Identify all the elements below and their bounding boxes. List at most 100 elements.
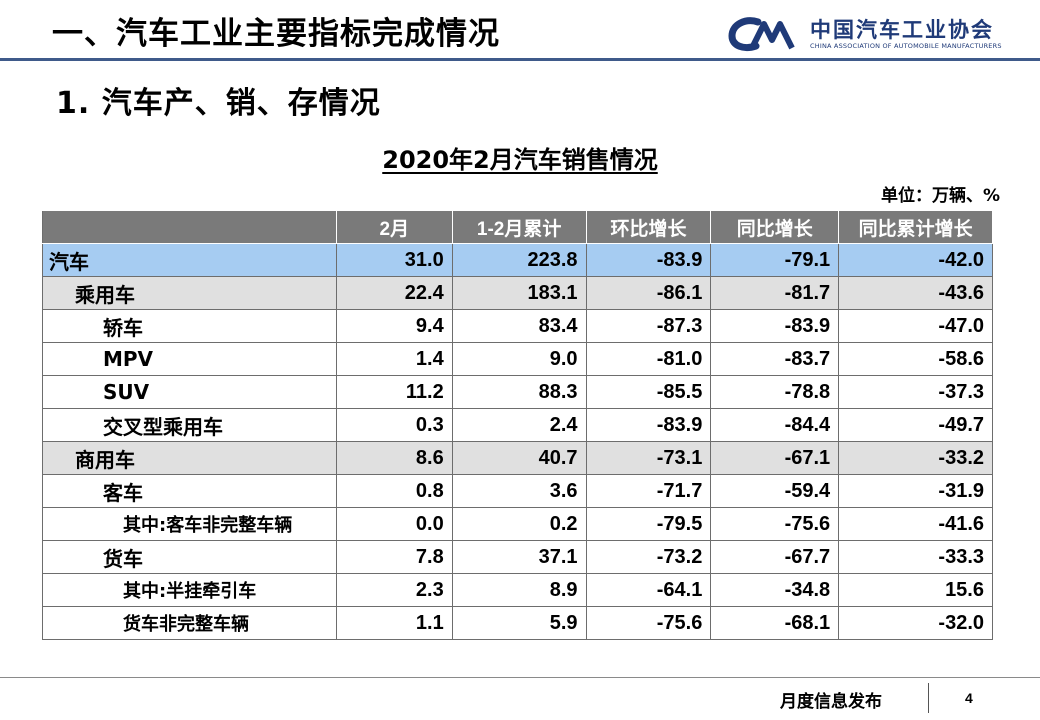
- row-label: SUV: [42, 375, 337, 409]
- row-value: -81.7: [710, 276, 840, 310]
- column-header: 2月: [335, 210, 453, 244]
- row-value: 11.2: [335, 375, 453, 409]
- table-row: 货车 7.8 37.1 -73.2 -67.7 -33.3: [42, 540, 993, 574]
- row-value: -86.1: [585, 276, 712, 310]
- row-value: -41.6: [838, 507, 993, 541]
- column-header: 1-2月累计: [451, 210, 587, 244]
- bottom-divider: [0, 677, 1040, 678]
- row-value: 15.6: [838, 573, 993, 607]
- row-value: -67.7: [710, 540, 840, 574]
- row-value: 8.9: [451, 573, 587, 607]
- row-value: 1.1: [335, 606, 453, 640]
- row-value: -81.0: [585, 342, 712, 376]
- logo-cn-name: 中国汽车工业协会: [810, 18, 994, 42]
- row-label: 其中:半挂牵引车: [42, 573, 337, 607]
- row-value: -83.9: [585, 408, 712, 442]
- table-row: 交叉型乘用车 0.3 2.4 -83.9 -84.4 -49.7: [42, 408, 993, 442]
- row-label: 汽车: [42, 243, 337, 277]
- table-header-row: 2月 1-2月累计 环比增长 同比增长 同比累计增长: [42, 210, 993, 244]
- row-label: 轿车: [42, 309, 337, 343]
- column-header: 环比增长: [585, 210, 712, 244]
- unit-label: 单位：万辆、%: [880, 186, 1000, 206]
- table-body: 汽车 31.0 223.8 -83.9 -79.1 -42.0 乘用车 22.4 183.1 -8…: [42, 243, 993, 640]
- section-title: 一、汽车工业主要指标完成情况: [52, 16, 500, 52]
- row-value: -33.2: [838, 441, 993, 475]
- table-row: 其中:半挂牵引车 2.3 8.9 -64.1 -34.8 15.6: [42, 573, 993, 607]
- table-row: 乘用车 22.4 183.1 -86.1 -81.7 -43.6: [42, 276, 993, 310]
- table-row: 其中:客车非完整车辆 0.0 0.2 -79.5 -75.6 -41.6: [42, 507, 993, 541]
- row-value: 83.4: [451, 309, 587, 343]
- row-value: 22.4: [335, 276, 453, 310]
- table-row: 商用车 8.6 40.7 -73.1 -67.1 -33.2: [42, 441, 993, 475]
- row-value: 2.4: [451, 408, 587, 442]
- row-value: 1.4: [335, 342, 453, 376]
- row-value: -71.7: [585, 474, 712, 508]
- row-label: 交叉型乘用车: [42, 408, 337, 442]
- table-row: 轿车 9.4 83.4 -87.3 -83.9 -47.0: [42, 309, 993, 343]
- row-value: -49.7: [838, 408, 993, 442]
- column-header: 同比增长: [710, 210, 840, 244]
- row-value: -83.9: [710, 309, 840, 343]
- row-value: -42.0: [838, 243, 993, 277]
- row-value: -31.9: [838, 474, 993, 508]
- row-value: -87.3: [585, 309, 712, 343]
- row-value: 0.3: [335, 408, 453, 442]
- footer-separator: [928, 683, 929, 713]
- row-value: 2.3: [335, 573, 453, 607]
- row-value: -75.6: [710, 507, 840, 541]
- row-value: 88.3: [451, 375, 587, 409]
- table-title: 2020年2月汽车销售情况: [0, 140, 1040, 175]
- table-row: MPV 1.4 9.0 -81.0 -83.7 -58.6: [42, 342, 993, 376]
- row-value: 9.4: [335, 309, 453, 343]
- row-value: -75.6: [585, 606, 712, 640]
- row-value: -58.6: [838, 342, 993, 376]
- row-value: -68.1: [710, 606, 840, 640]
- row-label: MPV: [42, 342, 337, 376]
- row-value: -67.1: [710, 441, 840, 475]
- row-value: -73.2: [585, 540, 712, 574]
- row-label: 客车: [42, 474, 337, 508]
- row-value: -84.4: [710, 408, 840, 442]
- row-value: 37.1: [451, 540, 587, 574]
- row-label: 商用车: [42, 441, 337, 475]
- logo-en-name: CHINA ASSOCIATION OF AUTOMOBILE MANUFACT…: [810, 42, 1002, 50]
- table-row: 货车非完整车辆 1.1 5.9 -75.6 -68.1 -32.0: [42, 606, 993, 640]
- sales-table: 2月 1-2月累计 环比增长 同比增长 同比累计增长 汽车 31.0 223.8 -8…: [42, 210, 993, 640]
- caam-logo-icon: [728, 17, 795, 52]
- row-value: 0.2: [451, 507, 587, 541]
- subtitle: 1. 汽车产、销、存情况: [56, 86, 381, 121]
- row-value: 223.8: [451, 243, 587, 277]
- row-value: 8.6: [335, 441, 453, 475]
- row-value: 0.0: [335, 507, 453, 541]
- row-value: -33.3: [838, 540, 993, 574]
- row-value: 7.8: [335, 540, 453, 574]
- row-label: 其中:客车非完整车辆: [42, 507, 337, 541]
- footer-label: 月度信息发布: [780, 692, 882, 712]
- row-value: 183.1: [451, 276, 587, 310]
- row-value: -83.9: [585, 243, 712, 277]
- table-row: SUV 11.2 88.3 -85.5 -78.8 -37.3: [42, 375, 993, 409]
- table-title-text: 2020年2月汽车销售情况: [382, 146, 658, 174]
- column-header: 同比累计增长: [838, 210, 993, 244]
- row-value: -37.3: [838, 375, 993, 409]
- row-value: 31.0: [335, 243, 453, 277]
- row-value: 40.7: [451, 441, 587, 475]
- row-label: 乘用车: [42, 276, 337, 310]
- logo: 中国汽车工业协会 CHINA ASSOCIATION OF AUTOMOBILE…: [728, 12, 1008, 56]
- row-label: 货车非完整车辆: [42, 606, 337, 640]
- row-value: -73.1: [585, 441, 712, 475]
- row-value: -79.1: [710, 243, 840, 277]
- row-value: -64.1: [585, 573, 712, 607]
- row-value: 0.8: [335, 474, 453, 508]
- row-value: 3.6: [451, 474, 587, 508]
- row-value: -34.8: [710, 573, 840, 607]
- row-label: 货车: [42, 540, 337, 574]
- row-value: -43.6: [838, 276, 993, 310]
- row-value: -32.0: [838, 606, 993, 640]
- page-number: 4: [965, 690, 973, 706]
- row-value: -83.7: [710, 342, 840, 376]
- row-value: -85.5: [585, 375, 712, 409]
- table-row: 客车 0.8 3.6 -71.7 -59.4 -31.9: [42, 474, 993, 508]
- column-header: [42, 210, 337, 244]
- row-value: -59.4: [710, 474, 840, 508]
